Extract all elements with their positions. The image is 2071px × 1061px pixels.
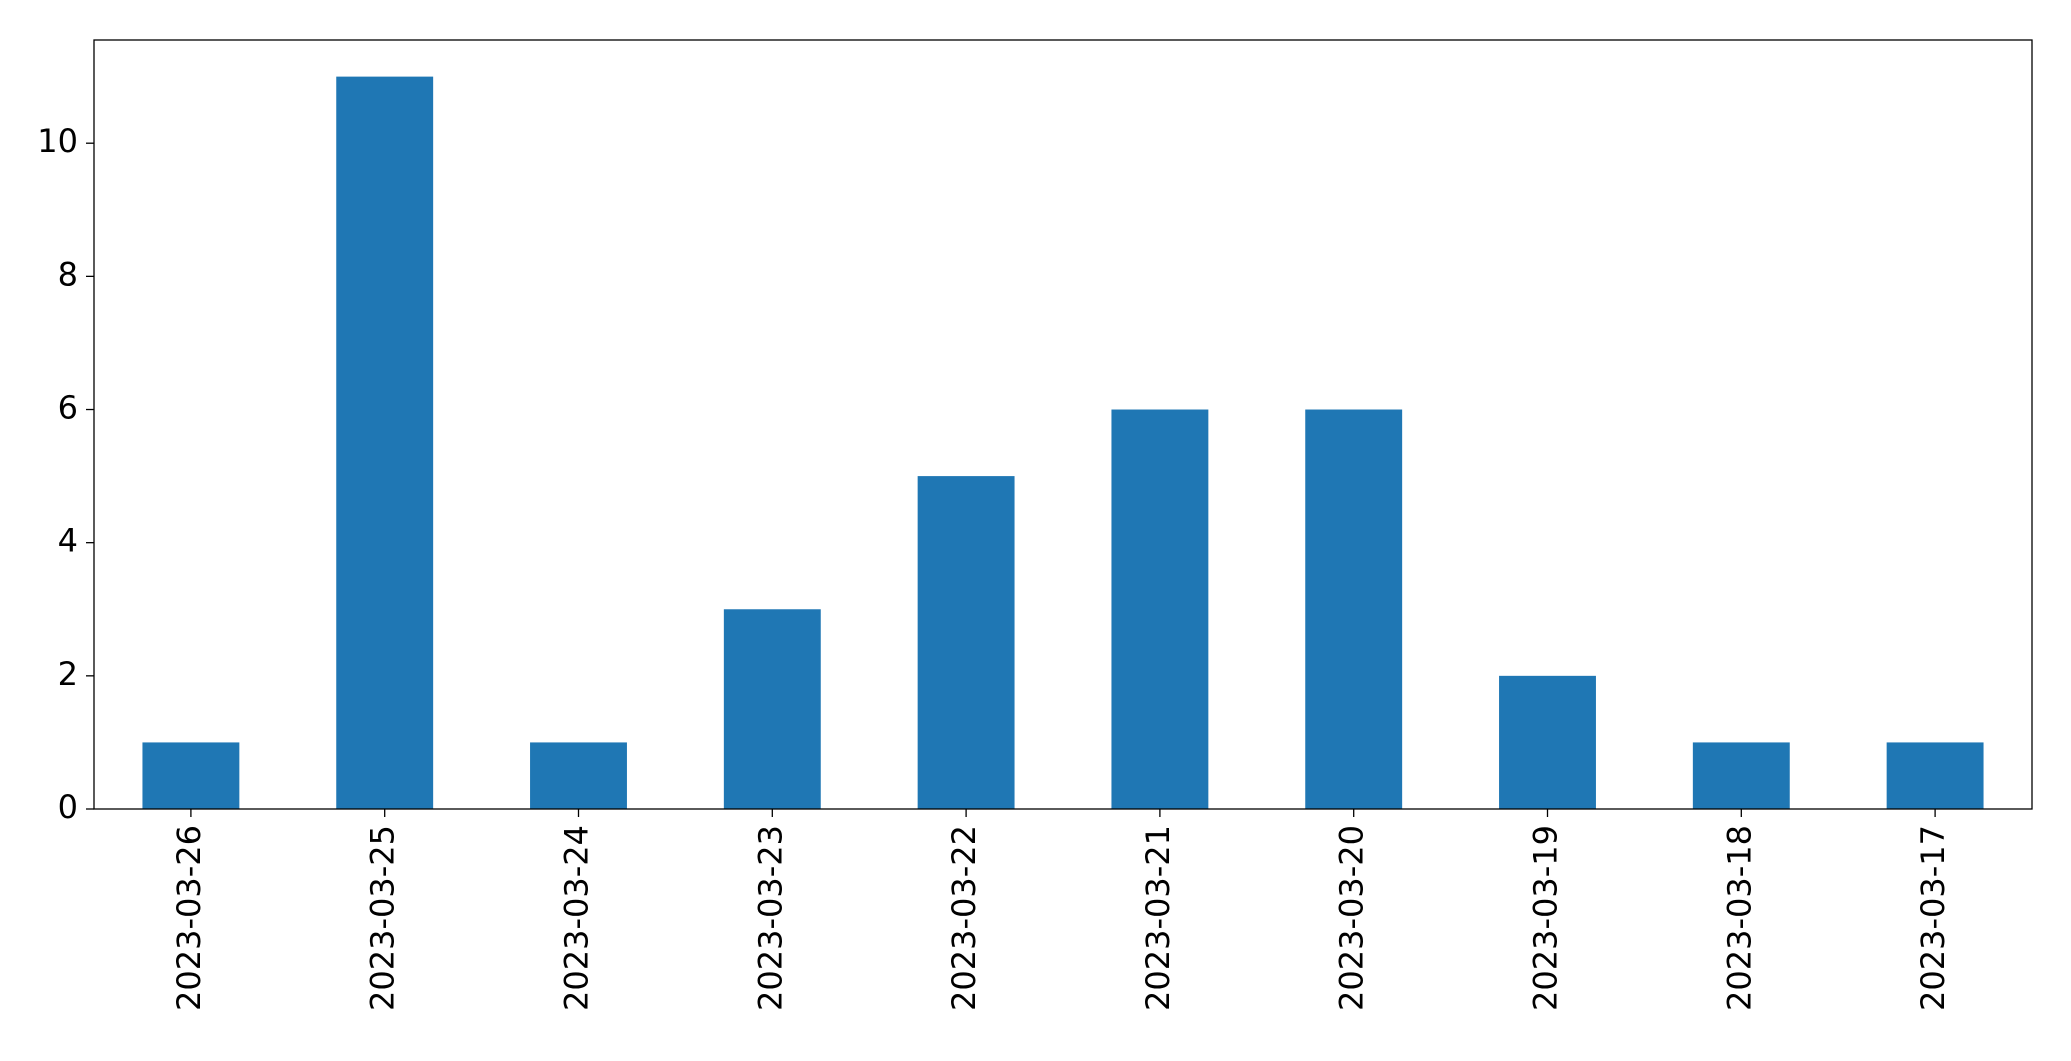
y-tick-label: 10: [37, 122, 78, 160]
x-tick-label: 2023-03-24: [558, 825, 596, 1011]
bar: [1886, 742, 1984, 809]
x-tick-label: 2023-03-18: [1720, 825, 1758, 1011]
y-tick-label: 8: [58, 255, 78, 293]
x-tick-label: 2023-03-20: [1333, 825, 1371, 1011]
bar: [1305, 409, 1403, 809]
plot-frame: [93, 39, 2033, 810]
y-tick-label: 2: [58, 655, 78, 693]
bar: [530, 742, 627, 809]
bar: [1692, 742, 1790, 809]
x-tick-label: 2023-03-21: [1139, 825, 1177, 1011]
x-tick-label: 2023-03-23: [751, 825, 789, 1011]
x-tick-label: 2023-03-17: [1914, 825, 1952, 1011]
x-tick-label: 2023-03-22: [945, 825, 983, 1011]
x-tick-label: 2023-03-19: [1527, 825, 1565, 1011]
bar: [1111, 409, 1209, 809]
x-tick-label: 2023-03-25: [364, 825, 402, 1011]
bar: [336, 76, 434, 810]
y-tick-label: 6: [58, 389, 78, 427]
bar: [1499, 675, 1596, 809]
bar: [917, 476, 1015, 809]
bar: [142, 742, 240, 809]
x-tick-label: 2023-03-26: [170, 825, 208, 1011]
y-tick-label: 4: [58, 522, 78, 560]
y-tick-label: 0: [58, 788, 78, 826]
bar: [723, 609, 821, 809]
